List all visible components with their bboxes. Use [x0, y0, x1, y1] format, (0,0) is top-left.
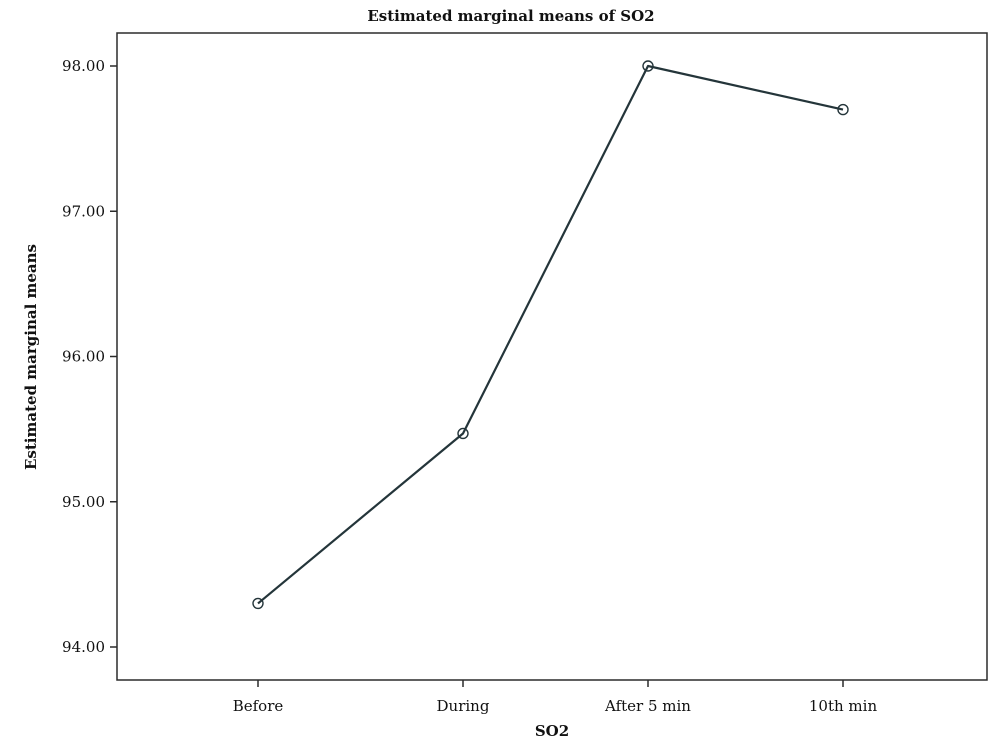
y-tick-label: 96.00: [62, 348, 105, 366]
x-axis: Before During After 5 min 10th min: [233, 680, 878, 715]
data-point: [642, 60, 654, 72]
chart-title: Estimated marginal means of SO2: [367, 7, 654, 25]
y-tick-label: 97.00: [62, 202, 105, 220]
x-axis-title: SO2: [535, 722, 569, 740]
plot-frame: [116, 32, 988, 681]
y-tick-label: 98.00: [62, 57, 105, 75]
series-line: [257, 64, 844, 605]
data-point: [837, 103, 849, 116]
x-tick-label: After 5 min: [604, 697, 691, 715]
y-tick-label: 94.00: [62, 638, 105, 656]
x-tick-label: 10th min: [809, 697, 878, 715]
series-layer: [252, 60, 849, 610]
x-tick-label: During: [437, 697, 490, 715]
y-axis: 94.00 95.00 96.00 97.00 98.00: [62, 57, 117, 656]
x-tick-label: Before: [233, 697, 284, 715]
data-point: [252, 597, 264, 610]
y-axis-title: Estimated marginal means: [22, 244, 40, 470]
y-tick-label: 95.00: [62, 493, 105, 511]
data-point: [457, 427, 469, 440]
